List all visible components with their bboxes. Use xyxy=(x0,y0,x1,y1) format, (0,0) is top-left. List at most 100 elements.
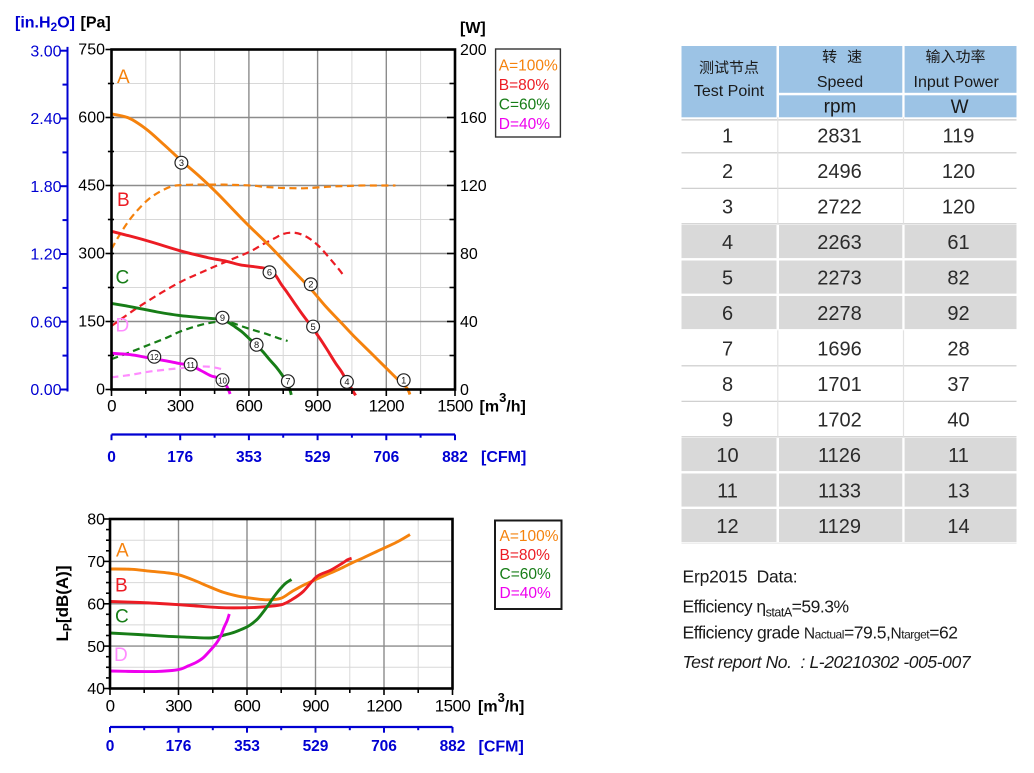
svg-text:Test report No. : L-20210302: Test report No. : L-20210302 -005-007 xyxy=(683,652,972,672)
svg-text:B=80%: B=80% xyxy=(499,77,550,94)
svg-text:529: 529 xyxy=(305,449,331,466)
svg-text:B: B xyxy=(115,575,128,596)
svg-text:10: 10 xyxy=(716,445,738,467)
svg-text:882: 882 xyxy=(442,449,468,466)
svg-text:A: A xyxy=(116,540,129,561)
svg-text:28: 28 xyxy=(947,339,969,361)
svg-text:1200: 1200 xyxy=(369,396,405,415)
svg-text:13: 13 xyxy=(947,481,969,503)
svg-text:70: 70 xyxy=(87,554,105,571)
svg-text:92: 92 xyxy=(947,303,969,325)
svg-text:D: D xyxy=(114,645,128,666)
svg-text:300: 300 xyxy=(78,246,105,263)
svg-text:[Pa]: [Pa] xyxy=(81,15,111,32)
svg-text:176: 176 xyxy=(167,449,193,466)
svg-text:2.40: 2.40 xyxy=(30,111,61,128)
svg-text:C=60%: C=60% xyxy=(499,96,550,113)
svg-text:150: 150 xyxy=(78,314,105,331)
svg-text:450: 450 xyxy=(78,178,105,195)
svg-text:0: 0 xyxy=(106,738,115,755)
svg-text:0.00: 0.00 xyxy=(30,382,61,399)
svg-text:120: 120 xyxy=(460,178,487,195)
svg-text:2: 2 xyxy=(308,280,313,290)
svg-text:9: 9 xyxy=(722,410,733,432)
svg-text:12: 12 xyxy=(716,516,738,538)
svg-text:1500: 1500 xyxy=(437,396,473,415)
svg-text:3: 3 xyxy=(722,197,733,219)
svg-text:120: 120 xyxy=(942,161,975,183)
svg-text:600: 600 xyxy=(236,396,263,415)
svg-text:A=100%: A=100% xyxy=(499,57,558,74)
svg-text:119: 119 xyxy=(943,126,975,148)
svg-text:82: 82 xyxy=(947,268,969,290)
svg-text:3.00: 3.00 xyxy=(30,43,61,60)
svg-text:7: 7 xyxy=(285,377,290,387)
svg-text:C: C xyxy=(116,268,130,289)
svg-text:[W]: [W] xyxy=(460,20,486,37)
svg-text:353: 353 xyxy=(236,449,262,466)
svg-text:Efficiency ηstatA=59.3%: Efficiency ηstatA=59.3% xyxy=(683,597,849,620)
svg-text:Test Point: Test Point xyxy=(694,83,765,100)
svg-text:40: 40 xyxy=(87,681,105,698)
svg-text:353: 353 xyxy=(234,738,260,755)
svg-text:61: 61 xyxy=(947,232,969,254)
svg-text:80: 80 xyxy=(87,512,105,529)
svg-text:Input Power: Input Power xyxy=(914,74,1000,91)
svg-text:80: 80 xyxy=(460,246,478,263)
svg-text:B: B xyxy=(117,190,130,211)
svg-text:600: 600 xyxy=(234,696,261,715)
svg-text:120: 120 xyxy=(942,197,975,219)
svg-text:11: 11 xyxy=(187,361,196,370)
svg-text:8: 8 xyxy=(722,374,733,396)
svg-text:12: 12 xyxy=(150,353,159,362)
svg-text:1126: 1126 xyxy=(818,445,861,467)
svg-text:160: 160 xyxy=(460,110,487,127)
svg-text:[in.H2O]: [in.H2O] xyxy=(15,15,75,35)
svg-text:A=100%: A=100% xyxy=(500,528,559,545)
svg-text:Efficiency grade Nactual=79.5,: Efficiency grade Nactual=79.5,Ntarget=62 xyxy=(683,623,958,643)
svg-text:D=40%: D=40% xyxy=(499,116,550,133)
svg-text:1.80: 1.80 xyxy=(30,179,61,196)
svg-text:300: 300 xyxy=(167,396,194,415)
svg-text:1200: 1200 xyxy=(366,696,402,715)
svg-text:7: 7 xyxy=(722,339,733,361)
svg-text:900: 900 xyxy=(304,396,331,415)
svg-text:C: C xyxy=(115,607,129,628)
svg-text:2831: 2831 xyxy=(817,126,862,148)
svg-text:706: 706 xyxy=(371,738,397,755)
svg-text:B=80%: B=80% xyxy=(500,547,551,564)
svg-text:2722: 2722 xyxy=(817,197,862,219)
svg-text:1.20: 1.20 xyxy=(30,247,61,264)
svg-text:2: 2 xyxy=(722,161,733,183)
svg-text:[CFM]: [CFM] xyxy=(481,449,526,466)
svg-text:9: 9 xyxy=(220,313,225,323)
svg-text:W: W xyxy=(951,97,969,118)
svg-text:0: 0 xyxy=(107,396,116,415)
svg-text:0: 0 xyxy=(96,382,105,399)
svg-text:Erp2015 Data:: Erp2015 Data: xyxy=(683,567,798,587)
svg-text:40: 40 xyxy=(947,410,969,432)
svg-text:4: 4 xyxy=(344,377,349,387)
svg-text:1701: 1701 xyxy=(817,374,862,396)
svg-text:D=40%: D=40% xyxy=(500,585,551,602)
svg-text:5: 5 xyxy=(722,268,733,290)
svg-text:40: 40 xyxy=(460,314,478,331)
svg-text:14: 14 xyxy=(947,516,969,538)
svg-text:[CFM]: [CFM] xyxy=(479,739,524,756)
svg-text:8: 8 xyxy=(254,340,259,350)
svg-text:600: 600 xyxy=(78,110,105,127)
svg-text:6: 6 xyxy=(722,303,733,325)
svg-text:1500: 1500 xyxy=(435,696,471,715)
svg-text:A: A xyxy=(117,67,130,88)
svg-text:0: 0 xyxy=(460,382,469,399)
svg-text:1702: 1702 xyxy=(817,410,862,432)
svg-text:706: 706 xyxy=(373,449,399,466)
svg-text:2263: 2263 xyxy=(817,232,862,254)
svg-text:C=60%: C=60% xyxy=(500,566,551,583)
svg-text:50: 50 xyxy=(87,639,105,656)
svg-text:1: 1 xyxy=(401,376,406,386)
svg-text:1129: 1129 xyxy=(818,516,861,538)
svg-text:2273: 2273 xyxy=(817,268,862,290)
svg-text:176: 176 xyxy=(166,738,192,755)
svg-text:750: 750 xyxy=(78,42,105,59)
